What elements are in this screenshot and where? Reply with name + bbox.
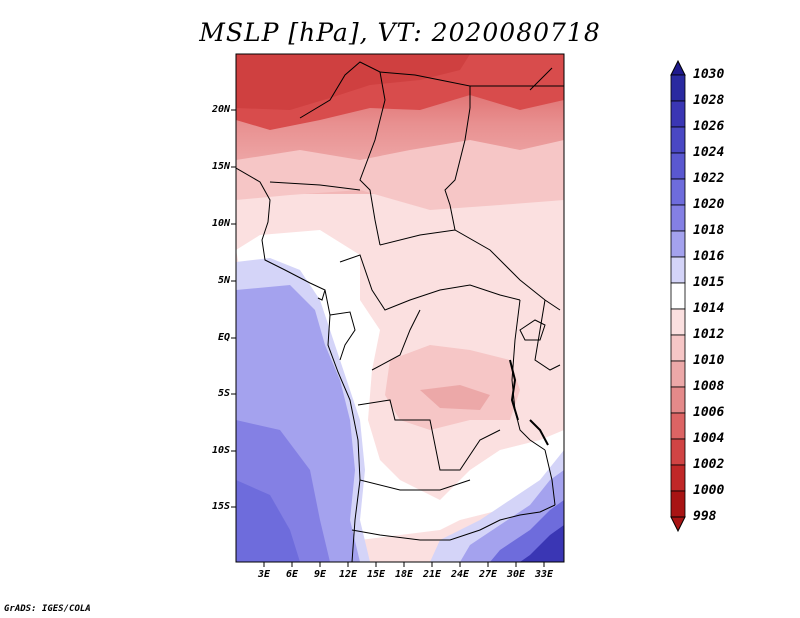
colorbar — [670, 59, 686, 533]
colorbar-swatch-1028 — [670, 74, 686, 102]
border-line-14 — [544, 449, 556, 506]
colorbar-label-1022: 1022 — [693, 171, 725, 186]
border-line-11 — [351, 504, 556, 541]
lon-label-6e: 6E — [285, 569, 299, 580]
colorbar-swatch-1008 — [670, 360, 686, 388]
colorbar-swatch-1004 — [670, 412, 686, 440]
lon-label-12e: 12E — [338, 569, 358, 580]
map-title: MSLP [hPa], VT: 2020080718 — [199, 18, 601, 47]
island — [317, 289, 326, 301]
colorbar-swatch-1015 — [670, 256, 686, 284]
border-line-3 — [444, 107, 471, 231]
colorbar-label-1024: 1024 — [693, 145, 725, 160]
colorbar-label-1026: 1026 — [693, 119, 725, 134]
colorbar-label-1018: 1018 — [693, 223, 725, 238]
border-line-7 — [329, 311, 356, 361]
colorbar-swatch-1006 — [670, 386, 686, 414]
lat-label-5n: 5N — [217, 275, 230, 286]
field-1010-zone — [236, 140, 564, 210]
colorbar-swatch-1012 — [670, 308, 686, 336]
colorbar-label-1006: 1006 — [693, 405, 725, 420]
coast-northeast — [529, 67, 553, 91]
colorbar-label-1002: 1002 — [693, 457, 725, 472]
coastlines-borders — [236, 61, 564, 562]
colorbar-label-1028: 1028 — [693, 93, 725, 108]
grads-credit: GrADS: IGES/COLA — [4, 604, 91, 614]
colorbar-bottom-arrow — [670, 516, 686, 533]
lon-label-21e: 21E — [422, 569, 442, 580]
colorbar-label-998: 998 — [693, 509, 717, 524]
lon-label-18e: 18E — [394, 569, 414, 580]
border-line-8 — [371, 309, 421, 371]
axis-ticks — [231, 109, 545, 567]
colorbar-label-1015: 1015 — [693, 275, 725, 290]
lake-tanganyika — [509, 359, 519, 421]
lon-label-30e: 30E — [506, 569, 526, 580]
colorbar-swatch-1024 — [670, 126, 686, 154]
lat-label-15n: 15N — [211, 161, 230, 172]
colorbar-label-1020: 1020 — [693, 197, 725, 212]
lon-label-3e: 3E — [257, 569, 271, 580]
lat-label-eq: EQ — [217, 332, 230, 343]
colorbar-label-1010: 1010 — [693, 353, 725, 368]
lake-victoria — [519, 319, 546, 341]
field-1002-zone — [236, 54, 470, 110]
lat-label-15s: 15S — [211, 501, 230, 512]
colorbar-swatch-1022 — [670, 152, 686, 180]
lat-label-10s: 10S — [211, 445, 230, 456]
colorbar-swatch-1026 — [670, 100, 686, 128]
colorbar-swatch-1010 — [670, 334, 686, 362]
colorbar-swatch-1000 — [670, 464, 686, 492]
border-line-1 — [359, 71, 386, 246]
colorbar-swatch-1002 — [670, 438, 686, 466]
border-line-9 — [357, 399, 501, 471]
field-1020-zone — [236, 480, 300, 562]
lat-label-5s: 5S — [217, 388, 230, 399]
colorbar-swatch-1020 — [670, 178, 686, 206]
lat-label-20n: 20N — [211, 104, 230, 115]
colorbar-label-1016: 1016 — [693, 249, 725, 264]
lake-malawi — [529, 419, 549, 446]
map-frame — [235, 53, 565, 563]
lon-label-15e: 15E — [366, 569, 386, 580]
pressure-field — [236, 54, 564, 562]
lon-label-24e: 24E — [450, 569, 470, 580]
lon-label-27e: 27E — [478, 569, 498, 580]
lat-label-10n: 10N — [211, 218, 230, 229]
field-1008-interior — [420, 385, 490, 410]
border-line-10 — [359, 479, 471, 491]
lon-label-33e: 33E — [534, 569, 554, 580]
colorbar-label-1030: 1030 — [693, 67, 725, 82]
colorbar-label-1008: 1008 — [693, 379, 725, 394]
colorbar-label-1004: 1004 — [693, 431, 725, 446]
colorbar-swatch-998 — [670, 490, 686, 518]
border-line-13 — [534, 299, 561, 371]
colorbar-swatch-1016 — [670, 230, 686, 258]
border-line-4 — [269, 181, 361, 191]
colorbar-label-1012: 1012 — [693, 327, 725, 342]
colorbar-label-1000: 1000 — [693, 483, 725, 498]
border-line-6 — [339, 254, 521, 311]
colorbar-swatch-1018 — [670, 204, 686, 232]
field-1026-se — [520, 525, 564, 562]
colorbar-top-arrow — [670, 59, 686, 76]
colorbar-label-1014: 1014 — [693, 301, 725, 316]
lon-label-9e: 9E — [313, 569, 327, 580]
colorbar-swatch-1014 — [670, 282, 686, 310]
